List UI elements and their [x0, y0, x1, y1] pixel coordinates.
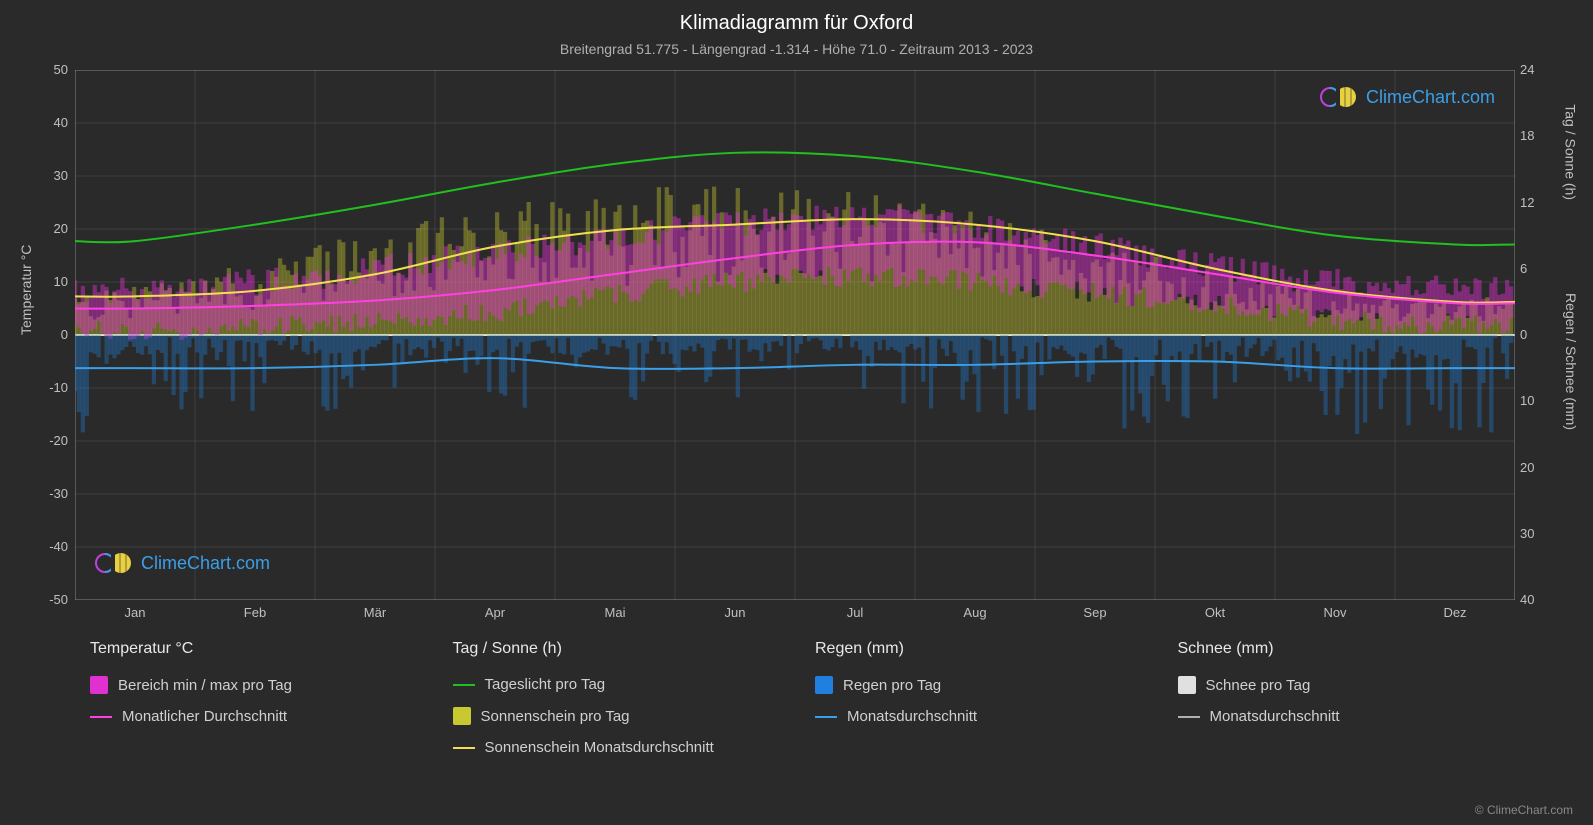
y-tick-left: 30: [28, 168, 68, 183]
watermark-text: ClimeChart.com: [1366, 87, 1495, 108]
legend-swatch: [815, 716, 837, 718]
legend-item: Schnee pro Tag: [1178, 676, 1511, 694]
legend-item: Regen pro Tag: [815, 676, 1148, 694]
y-tick-left: 40: [28, 115, 68, 130]
x-tick-month: Mai: [575, 605, 655, 620]
legend-swatch: [1178, 676, 1196, 694]
y-tick-right: 18: [1520, 128, 1560, 143]
y-tick-left: -50: [28, 592, 68, 607]
plot-area: ClimeChart.com ClimeChart.com: [75, 70, 1515, 600]
plot-svg: [75, 70, 1515, 600]
legend-item: Sonnenschein pro Tag: [453, 707, 786, 725]
y-tick-right: 10: [1520, 393, 1560, 408]
x-tick-month: Apr: [455, 605, 535, 620]
legend-label: Bereich min / max pro Tag: [118, 677, 292, 694]
y-tick-right: 24: [1520, 62, 1560, 77]
legend-label: Monatsdurchschnitt: [1210, 708, 1340, 725]
legend-label: Monatsdurchschnitt: [847, 708, 977, 725]
legend-label: Tageslicht pro Tag: [485, 676, 606, 693]
legend-header: Regen (mm): [815, 640, 1148, 658]
watermark-text: ClimeChart.com: [141, 553, 270, 574]
legend-swatch: [453, 707, 471, 725]
y-tick-right: 6: [1520, 261, 1560, 276]
legend-swatch: [1178, 716, 1200, 718]
y-tick-left: 50: [28, 62, 68, 77]
y-tick-right: 40: [1520, 592, 1560, 607]
legend-swatch: [90, 716, 112, 718]
legend-item: Monatsdurchschnitt: [815, 708, 1148, 725]
legend-label: Sonnenschein Monatsdurchschnitt: [485, 739, 714, 756]
legend-col-sun: Tag / Sonne (h) Tageslicht pro Tag Sonnen…: [453, 640, 786, 756]
legend-label: Schnee pro Tag: [1206, 677, 1311, 694]
copyright: © ClimeChart.com: [1475, 803, 1573, 817]
y-tick-left: 0: [28, 327, 68, 342]
y-tick-right: 20: [1520, 460, 1560, 475]
x-tick-month: Sep: [1055, 605, 1135, 620]
legend-label: Sonnenschein pro Tag: [481, 708, 630, 725]
watermark-top: ClimeChart.com: [1320, 85, 1495, 109]
logo-icon: [1320, 85, 1360, 109]
chart-title: Klimadiagramm für Oxford: [0, 0, 1593, 35]
x-tick-month: Feb: [215, 605, 295, 620]
x-tick-month: Nov: [1295, 605, 1375, 620]
legend-item: Monatsdurchschnitt: [1178, 708, 1511, 725]
chart-subtitle: Breitengrad 51.775 - Längengrad -1.314 -…: [0, 35, 1593, 57]
watermark-bottom: ClimeChart.com: [95, 551, 270, 575]
climate-chart: Klimadiagramm für Oxford Breitengrad 51.…: [0, 0, 1593, 825]
legend-label: Regen pro Tag: [843, 677, 941, 694]
legend-item: Sonnenschein Monatsdurchschnitt: [453, 739, 786, 756]
x-tick-month: Jun: [695, 605, 775, 620]
y-tick-left: -10: [28, 380, 68, 395]
legend-label: Monatlicher Durchschnitt: [122, 708, 287, 725]
x-tick-month: Dez: [1415, 605, 1495, 620]
y-axis-left-label: Temperatur °C: [18, 245, 34, 335]
y-tick-left: -30: [28, 486, 68, 501]
logo-icon: [95, 551, 135, 575]
x-tick-month: Aug: [935, 605, 1015, 620]
legend-swatch: [453, 684, 475, 686]
legend-col-rain: Regen (mm) Regen pro Tag Monatsdurchschni…: [815, 640, 1148, 756]
y-axis-right-top-label: Tag / Sonne (h): [1563, 104, 1579, 200]
legend-item: Monatlicher Durchschnitt: [90, 708, 423, 725]
y-tick-left: -20: [28, 433, 68, 448]
y-axis-right-bottom-label: Regen / Schnee (mm): [1563, 293, 1579, 430]
x-tick-month: Jan: [95, 605, 175, 620]
legend-col-temp: Temperatur °C Bereich min / max pro Tag M…: [90, 640, 423, 756]
legend-header: Schnee (mm): [1178, 640, 1511, 658]
legend-item: Bereich min / max pro Tag: [90, 676, 423, 694]
y-tick-right: 0: [1520, 327, 1560, 342]
y-tick-right: 12: [1520, 195, 1560, 210]
legend-header: Temperatur °C: [90, 640, 423, 658]
y-tick-left: 20: [28, 221, 68, 236]
x-tick-month: Mär: [335, 605, 415, 620]
x-tick-month: Okt: [1175, 605, 1255, 620]
legend-header: Tag / Sonne (h): [453, 640, 786, 658]
legend: Temperatur °C Bereich min / max pro Tag M…: [90, 640, 1510, 756]
y-tick-left: -40: [28, 539, 68, 554]
y-tick-right: 30: [1520, 526, 1560, 541]
legend-col-snow: Schnee (mm) Schnee pro Tag Monatsdurchsch…: [1178, 640, 1511, 756]
x-tick-month: Jul: [815, 605, 895, 620]
legend-swatch: [453, 747, 475, 749]
y-tick-left: 10: [28, 274, 68, 289]
legend-swatch: [815, 676, 833, 694]
legend-item: Tageslicht pro Tag: [453, 676, 786, 693]
legend-swatch: [90, 676, 108, 694]
